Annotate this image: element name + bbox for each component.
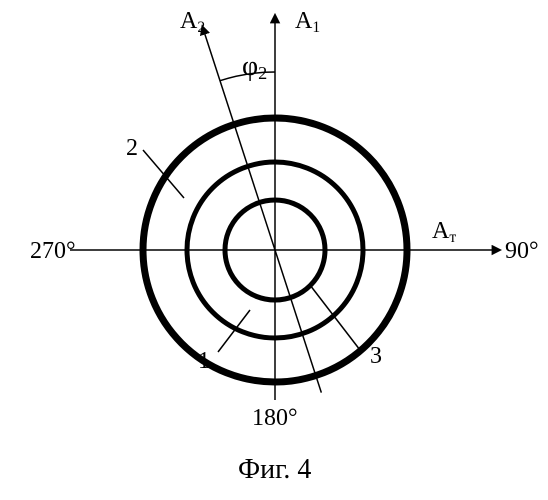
label-90: 90°	[505, 238, 539, 264]
figure-diagram: A1 A2 Aт φ2 270° 90° 180° 1 2 3 Фиг. 4	[0, 0, 548, 500]
label-at: Aт	[432, 218, 456, 246]
figure-caption: Фиг. 4	[238, 454, 311, 485]
label-a2: A2	[180, 8, 205, 36]
label-2: 2	[126, 135, 138, 161]
label-3: 3	[370, 343, 382, 369]
label-180: 180°	[252, 405, 298, 431]
label-a1: A1	[295, 8, 320, 36]
label-phi2: φ2	[242, 51, 267, 83]
label-1: 1	[198, 348, 210, 374]
label-270: 270°	[30, 238, 76, 264]
